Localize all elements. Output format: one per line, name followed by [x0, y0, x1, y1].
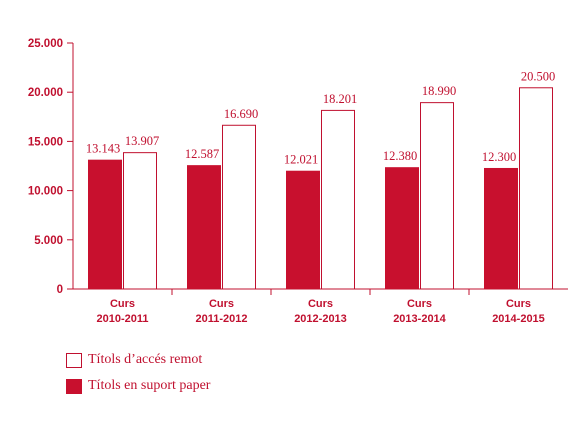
x-category-label: 2012-2013 — [294, 313, 347, 325]
data-label-remote: 18.201 — [323, 92, 357, 106]
data-label-paper: 12.587 — [185, 147, 219, 161]
bar-paper — [484, 167, 518, 289]
axes: 0 5.000 10.000 15.000 20.000 25.000 Curs 2010-2… — [28, 38, 568, 325]
x-category-label: Curs — [506, 298, 531, 310]
x-category-label: Curs — [110, 298, 135, 310]
data-label-remote: 13.907 — [125, 134, 159, 148]
bar-paper — [187, 165, 221, 289]
data-label-paper: 12.300 — [482, 150, 516, 164]
y-tick-label: 5.000 — [34, 235, 63, 247]
bar-chart: 0 5.000 10.000 15.000 20.000 25.000 Curs 2010-2… — [28, 38, 568, 325]
bar-remote — [321, 109, 355, 290]
legend-item-remote: Títols d’accés remot — [66, 352, 202, 368]
x-category-label: Curs — [209, 298, 234, 310]
legend-label-remote: Títols d’accés remot — [88, 352, 203, 367]
legend-swatch-paper — [66, 378, 82, 394]
data-label-paper: 12.380 — [383, 149, 417, 163]
legend-label-paper: Títols en suport paper — [88, 378, 211, 393]
data-label-remote: 20.500 — [521, 69, 555, 83]
x-category-label: 2013-2014 — [393, 313, 446, 325]
data-label-paper: 12.021 — [284, 153, 318, 167]
data-label-remote: 18.990 — [422, 84, 456, 98]
bar-remote — [222, 124, 256, 290]
bar-remote — [123, 152, 157, 290]
data-label-paper: 13.143 — [86, 142, 120, 156]
bar-paper — [385, 167, 419, 289]
y-tick-label: 0 — [57, 284, 63, 296]
x-category-label: Curs — [308, 298, 333, 310]
y-tick-label: 10.000 — [28, 186, 63, 198]
legend-swatch-remote — [66, 352, 82, 368]
x-category-label: 2010-2011 — [97, 313, 149, 325]
x-category-label: 2014-2015 — [492, 313, 545, 325]
y-tick-label: 20.000 — [28, 87, 63, 99]
bars — [88, 87, 553, 290]
bar-remote — [420, 102, 454, 290]
y-tick-label: 15.000 — [28, 136, 63, 148]
y-tick-label: 25.000 — [28, 38, 63, 50]
bar-paper — [88, 159, 122, 289]
data-label-remote: 16.690 — [224, 107, 258, 121]
data-labels: 13.143 13.907 12.587 16.690 12.021 18.201 12.3… — [86, 69, 555, 166]
x-category-label: 2011-2012 — [196, 313, 248, 325]
bar-remote — [519, 87, 553, 290]
x-category-label: Curs — [407, 298, 432, 310]
legend-item-paper: Títols en suport paper — [66, 378, 210, 394]
bar-paper — [286, 170, 320, 289]
